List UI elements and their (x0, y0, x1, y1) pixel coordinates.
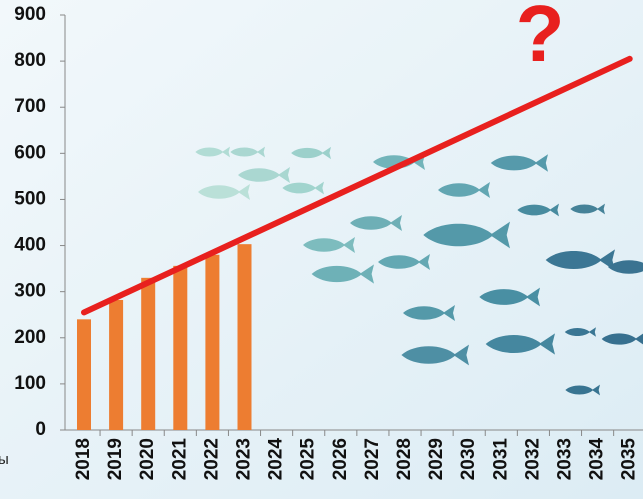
x-tick-label: 2035 (619, 438, 640, 481)
x-tick-label: 2029 (426, 438, 447, 480)
y-tick-label: 600 (14, 142, 46, 163)
bar (205, 255, 219, 430)
x-tick-label: 2034 (587, 438, 608, 481)
x-tick-label: 2021 (169, 438, 190, 481)
x-tick-label: 2024 (266, 438, 287, 481)
y-tick-label: 100 (14, 373, 46, 394)
x-tick-label: 2030 (458, 438, 479, 480)
x-tick-label: 2022 (201, 438, 222, 480)
y-tick-label: 200 (14, 327, 46, 348)
bar (173, 266, 187, 430)
x-tick-label: 2031 (490, 438, 511, 481)
x-tick-label: 2028 (394, 438, 415, 480)
bar (141, 278, 155, 430)
x-tick-label: 2023 (234, 438, 255, 480)
y-axis-label: ы (0, 451, 9, 468)
x-tick-label: 2032 (522, 438, 543, 480)
y-tick-label: 400 (14, 235, 46, 256)
bar (77, 319, 91, 430)
bar (109, 300, 123, 430)
bar (238, 244, 252, 430)
chart: ы ? 0 100 200 300 400 500 600 700 800 900 2018 2019… (0, 0, 643, 499)
y-tick-label: 700 (14, 96, 46, 117)
y-tick-label: 500 (14, 188, 46, 209)
y-tick-label: 0 (35, 419, 46, 440)
x-tick-label: 2020 (137, 438, 158, 480)
annotation: ? (516, 0, 565, 78)
y-tick-label: 800 (14, 50, 46, 71)
x-tick-label: 2027 (362, 438, 383, 480)
x-tick-label: 2025 (298, 438, 319, 481)
x-tick-label: 2018 (73, 438, 94, 480)
x-tick-label: 2026 (330, 438, 351, 480)
y-tick-label: 900 (14, 4, 46, 25)
x-tick-label: 2033 (555, 438, 576, 480)
x-tick-label: 2019 (105, 438, 126, 480)
y-tick-label: 300 (14, 281, 46, 302)
